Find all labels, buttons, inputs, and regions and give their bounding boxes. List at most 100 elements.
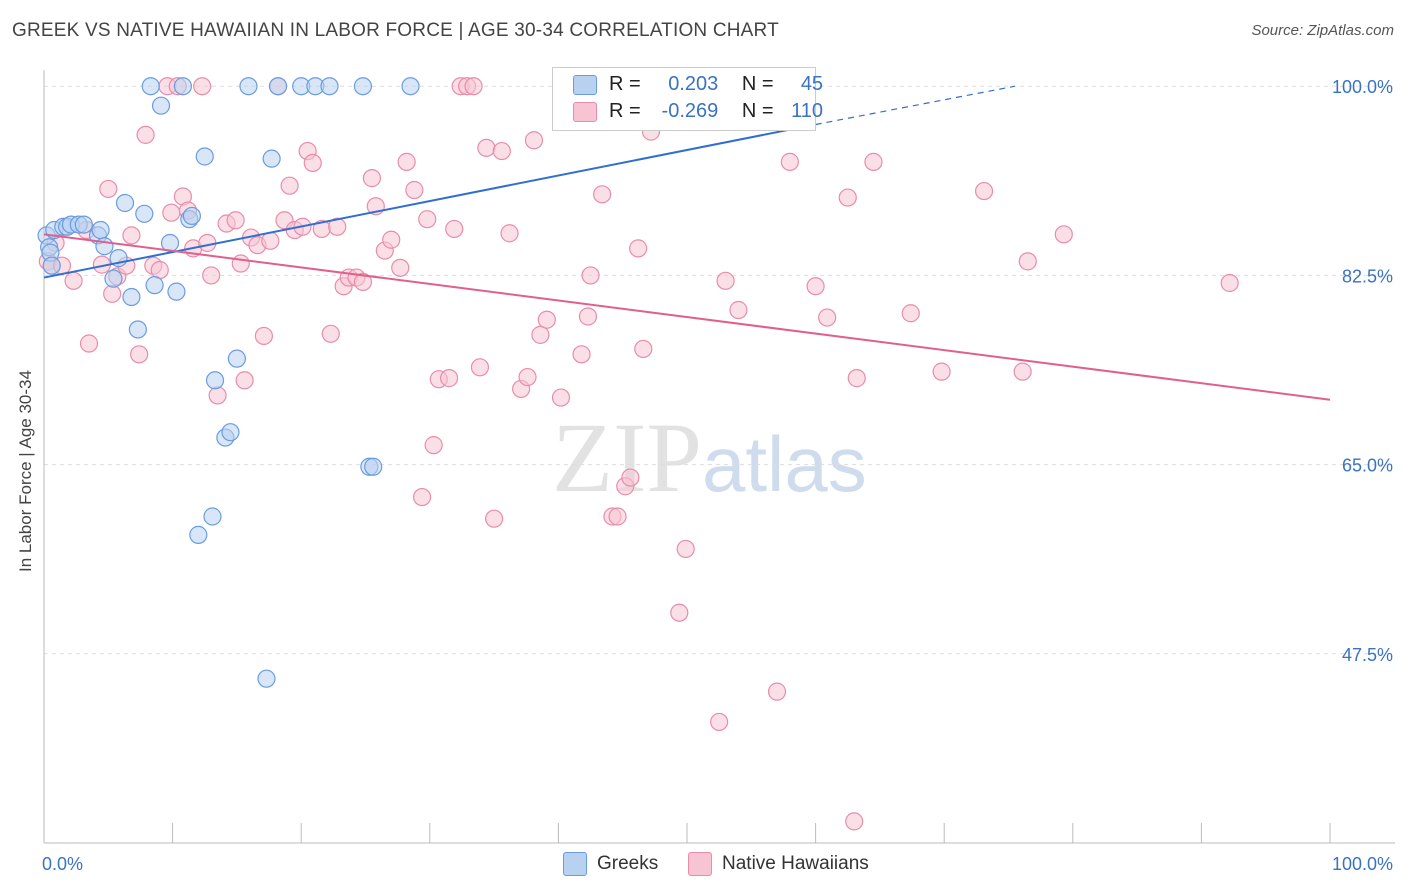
chart-title: GREEK VS NATIVE HAWAIIAN IN LABOR FORCE … (12, 20, 779, 41)
hawaiian-point (202, 266, 221, 285)
hawaiian-point (397, 152, 416, 171)
hawaiian-point (254, 326, 274, 346)
hawaiian-point (847, 369, 866, 388)
hawaiian-point (806, 277, 825, 296)
greek-point (262, 149, 281, 168)
hawaiian-point (353, 272, 373, 291)
hawaiians-legend-swatch (688, 852, 712, 876)
hawaiian-point (901, 304, 920, 323)
r-label: R = (609, 100, 641, 122)
greeks-points (37, 77, 420, 688)
hawaiian-point (418, 210, 437, 229)
hawaiian-point (524, 131, 544, 150)
hawaiian-point (845, 812, 864, 831)
y-axis-label: In Labor Force | Age 30-34 (16, 370, 35, 572)
hawaiian-point (572, 345, 591, 364)
hawaiian-point (518, 367, 537, 387)
hawaiian-point (328, 217, 347, 236)
source-label: Source: ZipAtlas.com (1251, 22, 1394, 39)
greek-point (205, 371, 225, 390)
hawaiian-point (485, 509, 504, 528)
hawaiian-point (864, 152, 883, 171)
hawaiian-point (1054, 225, 1073, 244)
hawaiian-point (676, 539, 695, 559)
watermark-atlas: atlas (702, 420, 867, 508)
hawaiian-point (103, 284, 122, 303)
native-hawaiians-points (38, 77, 1239, 831)
hawaiian-point (531, 325, 550, 344)
greek-point (353, 77, 373, 96)
greek-point (128, 320, 147, 339)
hawaiian-point (464, 77, 483, 96)
series-legend: Greeks Native Hawaiians (0, 852, 1406, 878)
greek-point (195, 147, 214, 166)
greek-point (268, 77, 288, 96)
hawaiian-point (1220, 273, 1239, 293)
n-label: N = (741, 100, 774, 122)
hawaiian-point (208, 386, 227, 405)
greeks-swatch (573, 74, 597, 95)
hawaiian-point (629, 239, 648, 258)
greek-point (401, 77, 420, 96)
legend-row-greeks: R = 0.203 N = 45 (573, 73, 823, 99)
greeks-legend-label: Greeks (597, 853, 659, 875)
hawaiian-point (932, 362, 951, 381)
hawaiian-point (670, 603, 689, 622)
greek-point (320, 77, 339, 96)
greek-point (141, 77, 160, 96)
hawaiian-point (492, 141, 511, 161)
y-tick-label: 47.5% (1342, 645, 1393, 665)
hawaiian-point (581, 266, 600, 285)
greek-point (173, 77, 192, 96)
greek-point (115, 193, 135, 213)
hawaiian-point (231, 254, 250, 273)
hawaiian-point (537, 310, 556, 329)
hawaiian-point (64, 271, 83, 290)
y-tick-label: 82.5% (1342, 266, 1393, 286)
hawaiians-n-value: 110 (791, 100, 824, 122)
hawaiian-point (412, 487, 432, 507)
hawaiian-point (439, 369, 459, 388)
legend-item-greeks: Greeks (563, 852, 658, 876)
hawaiian-point (710, 712, 729, 732)
hawaiian-point (621, 468, 640, 487)
hawaiian-point (1018, 252, 1037, 271)
hawaiian-point (193, 77, 212, 96)
hawaiian-point (362, 169, 382, 188)
hawaiian-point (130, 345, 149, 364)
greek-point (182, 206, 201, 226)
hawaiian-point (551, 388, 571, 407)
hawaiian-point (303, 153, 322, 173)
greek-point (189, 525, 208, 544)
greeks-trend-line (43, 123, 816, 279)
hawaiian-point (150, 260, 169, 280)
greek-point (95, 237, 114, 256)
greek-point (104, 269, 123, 288)
greek-point (145, 276, 164, 295)
x-tick-label: 100.0% (1332, 854, 1393, 874)
hawaiian-point (79, 334, 99, 353)
greek-point (91, 220, 110, 240)
hawaiian-point (608, 507, 627, 526)
hawaiian-point (405, 180, 424, 200)
hawaiian-point (391, 258, 410, 277)
greeks-r-value: 0.203 (668, 73, 719, 95)
hawaiians-trend-line (43, 233, 1331, 401)
hawaiian-point (716, 271, 735, 290)
legend-item-hawaiians: Native Hawaiians (688, 852, 869, 876)
hawaiian-point (280, 176, 299, 195)
hawaiian-point (235, 371, 254, 390)
grid-lines (44, 85, 1395, 655)
hawaiian-point (226, 211, 245, 230)
greek-point (135, 204, 154, 223)
hawaiian-point (321, 324, 340, 343)
greek-point (151, 96, 171, 115)
hawaiian-point (99, 179, 118, 199)
legend-row-hawaiians: R = -0.269 N = 110 (573, 100, 823, 126)
hawaiians-r-value: -0.269 (661, 100, 719, 122)
hawaiian-point (500, 224, 519, 243)
hawaiian-point (974, 181, 994, 201)
hawaiian-point (767, 682, 787, 701)
hawaiian-point (445, 219, 464, 239)
